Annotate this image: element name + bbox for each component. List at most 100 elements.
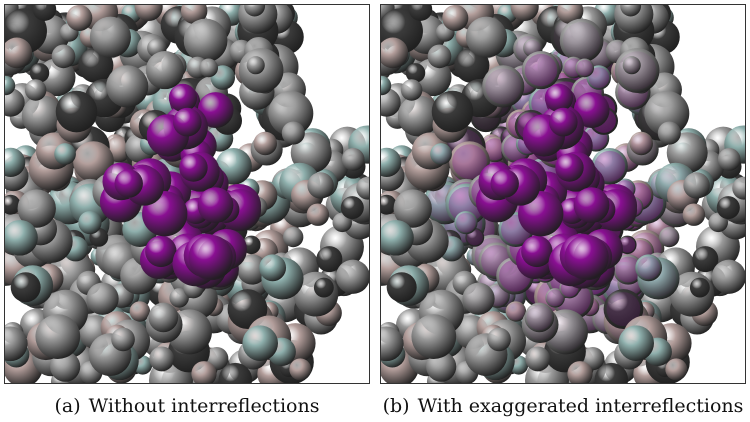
protein-atom: [408, 5, 433, 21]
protein-atom: [66, 5, 93, 31]
interreflection-tint: [524, 53, 558, 87]
ligand-atom: [172, 107, 202, 137]
interreflection-tint: [606, 292, 641, 326]
ligand-atom: [564, 234, 609, 280]
protein-atom: [692, 246, 719, 273]
ligand-atom: [548, 107, 578, 137]
protein-atom: [283, 226, 304, 248]
interreflection-tint: [485, 68, 522, 105]
protein-atom: [35, 314, 81, 359]
protein-atom: [17, 189, 56, 228]
ligand-atom: [145, 235, 177, 268]
protein-atom: [5, 219, 38, 256]
ligand-atom: [179, 153, 208, 182]
protein-atom: [682, 203, 706, 226]
protein-atom: [10, 272, 41, 303]
protein-atom: [594, 362, 629, 383]
ligand-atom: [573, 92, 610, 128]
protein-atom: [149, 346, 175, 372]
protein-atom: [191, 361, 217, 383]
protein-atom: [21, 95, 63, 137]
protein-atom: [465, 16, 508, 58]
protein-atom: [51, 44, 76, 69]
protein-atom: [381, 88, 401, 117]
protein-atom: [545, 288, 565, 308]
interreflection-tint: [594, 150, 626, 182]
ligand-atom: [188, 234, 233, 280]
protein-atom: [644, 90, 690, 136]
ligand-atoms: [475, 83, 638, 289]
protein-atom: [381, 147, 402, 177]
protein-atom: [559, 18, 604, 63]
protein-atom: [129, 301, 151, 322]
protein-atom: [111, 327, 135, 352]
caption-a-text: Without interreflections: [88, 395, 320, 417]
protein-atom: [411, 314, 457, 359]
protein-atom: [199, 58, 219, 78]
protein-atom: [5, 194, 21, 215]
protein-atom: [313, 277, 334, 298]
protein-atom: [5, 147, 26, 177]
protein-atom: [169, 288, 189, 308]
protein-atom: [482, 65, 525, 108]
interreflection-tint: [631, 133, 652, 154]
panel-b-image: [380, 4, 746, 384]
protein-atom: [381, 219, 414, 256]
protein-atom: [525, 346, 551, 372]
protein-atom: [316, 246, 343, 273]
protein-atom: [218, 362, 253, 383]
interreflection-tint: [576, 59, 593, 76]
protein-atom: [306, 203, 330, 226]
protein-atom: [431, 90, 474, 133]
interreflection-tint: [466, 229, 483, 246]
protein-atom: [505, 301, 527, 322]
interreflection-tint: [615, 256, 641, 283]
protein-atom: [620, 5, 642, 17]
protein-atom: [442, 5, 469, 31]
protein-atom: [567, 361, 593, 383]
molecule-render-without-interreflections: [5, 5, 369, 383]
protein-atom: [717, 148, 741, 171]
protein-atom: [340, 196, 364, 220]
ligand-atom: [197, 92, 234, 128]
protein-atom: [381, 75, 392, 96]
ligand-atom: [573, 187, 610, 224]
protein-atom: [381, 326, 404, 362]
protein-atom: [335, 259, 369, 294]
ligand-atoms: [99, 83, 262, 289]
protein-atom: [134, 5, 163, 22]
protein-atom: [449, 141, 490, 182]
protein-atom: [683, 172, 710, 199]
protein-atom: [657, 121, 681, 145]
protein-atom: [341, 148, 365, 171]
protein-atom: [689, 277, 710, 298]
interreflection-tint: [660, 228, 678, 246]
protein-atom: [356, 176, 369, 200]
protein-atom: [253, 131, 278, 156]
protein-atom: [242, 325, 278, 361]
interreflection-tint: [563, 21, 601, 60]
interreflection-tint: [483, 138, 506, 161]
protein-atom: [289, 358, 312, 381]
protein-atom: [5, 75, 16, 96]
protein-atom: [78, 211, 102, 235]
ligand-atom: [197, 187, 234, 224]
protein-atom: [24, 79, 47, 101]
protein-atom: [50, 351, 81, 382]
protein-atom: [454, 211, 478, 235]
protein-atom: [73, 141, 114, 182]
caption-b: (b) With exaggerated interreflections: [380, 394, 746, 418]
protein-atom: [430, 143, 452, 165]
ligand-atom: [490, 169, 519, 198]
protein-atom: [281, 121, 305, 145]
protein-atom: [145, 50, 185, 90]
interreflection-tint: [637, 256, 660, 280]
protein-atom: [732, 176, 745, 200]
protein-atom: [575, 58, 595, 78]
protein-atom: [427, 44, 452, 69]
interreflection-tint: [526, 304, 552, 331]
ligand-atom: [521, 235, 553, 268]
protein-atom: [618, 325, 654, 361]
protein-atom: [29, 63, 50, 83]
protein-atom: [183, 18, 228, 63]
